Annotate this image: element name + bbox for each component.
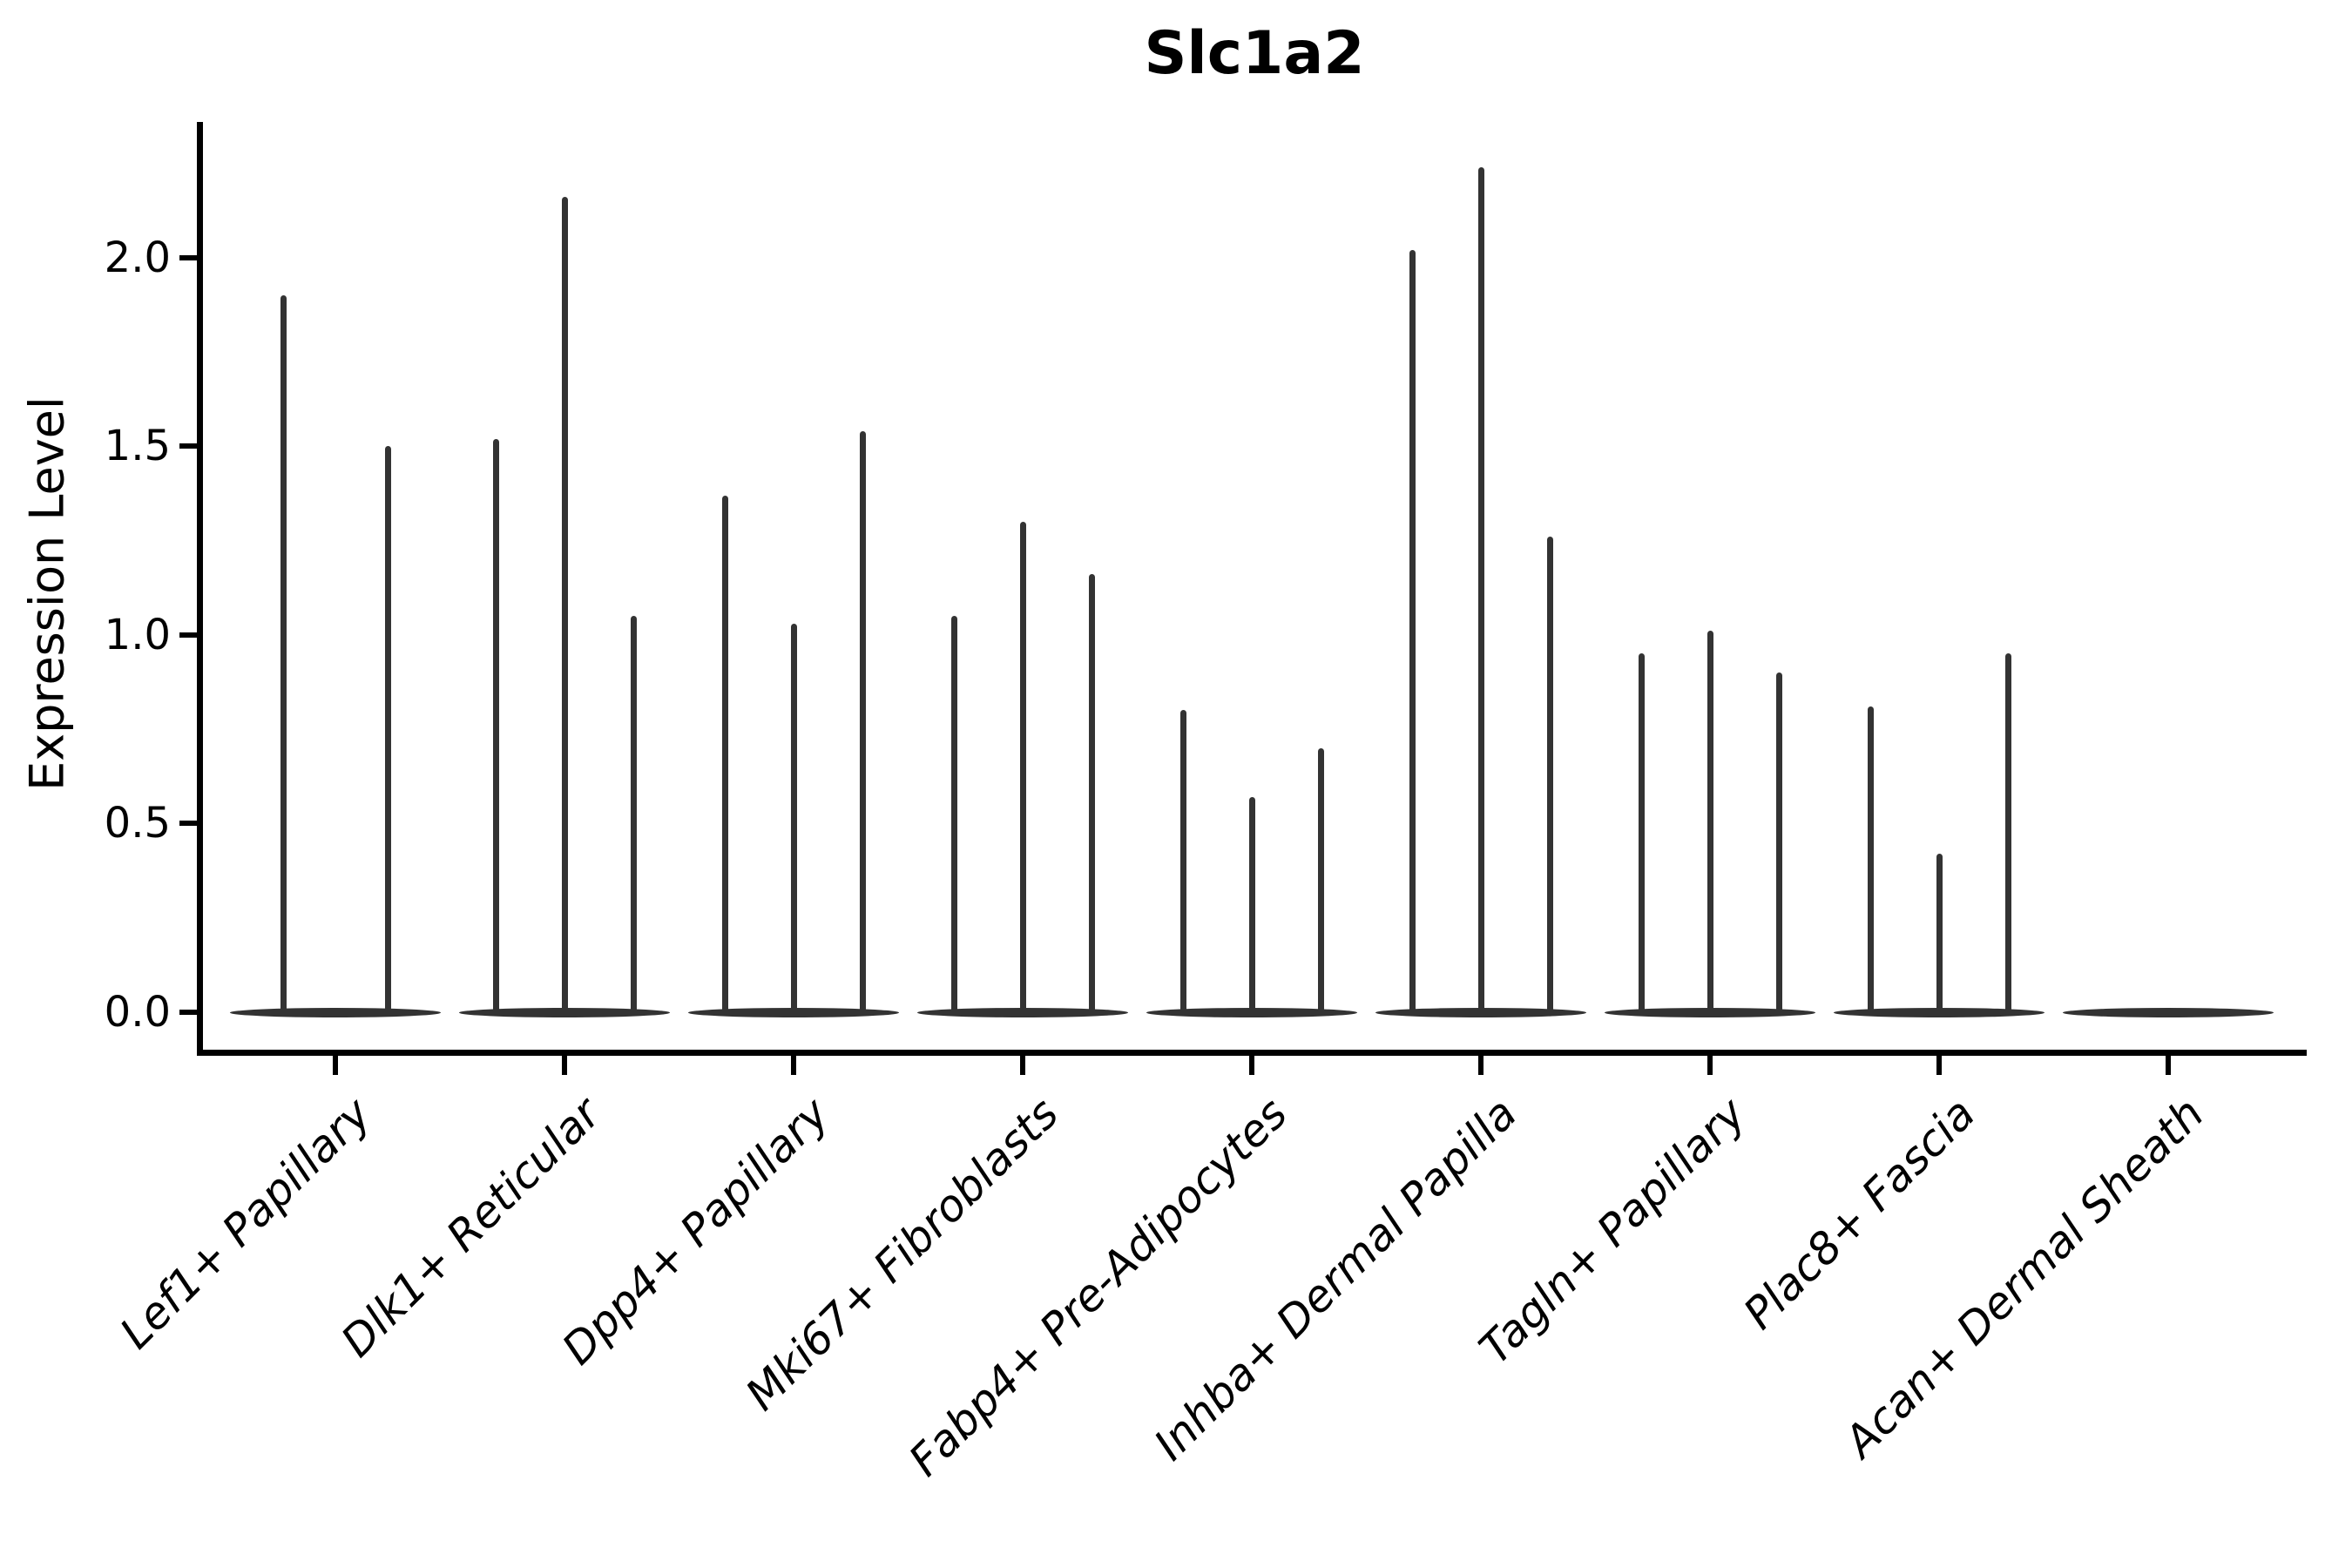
violin-spike bbox=[2005, 653, 2011, 1014]
violin-spike bbox=[1639, 653, 1645, 1014]
y-tick bbox=[179, 632, 197, 638]
x-tick bbox=[2166, 1056, 2171, 1075]
violin-spike bbox=[722, 495, 728, 1014]
violin-spike bbox=[1776, 672, 1782, 1014]
x-tick-label: Plac8+ Fascia bbox=[1734, 1088, 1985, 1340]
y-tick-label: 1.5 bbox=[104, 422, 171, 471]
violin-spike bbox=[385, 446, 391, 1014]
violin-spike bbox=[631, 616, 637, 1014]
violin-spike bbox=[1478, 166, 1484, 1014]
x-tick bbox=[1249, 1056, 1254, 1075]
violin-spike bbox=[860, 430, 866, 1014]
violin-spike bbox=[1020, 521, 1026, 1014]
violin-spike bbox=[1936, 854, 1943, 1014]
violin-spike bbox=[493, 438, 499, 1014]
violin-spike bbox=[1318, 747, 1324, 1014]
x-tick bbox=[1020, 1056, 1025, 1075]
x-tick bbox=[791, 1056, 796, 1075]
violin-spike bbox=[1868, 706, 1874, 1014]
plot-title: Slc1a2 bbox=[1144, 19, 1365, 88]
violin-spike bbox=[1249, 797, 1255, 1014]
violin-baseline bbox=[230, 1008, 441, 1017]
y-axis-spine bbox=[197, 122, 203, 1056]
y-tick-label: 2.0 bbox=[104, 233, 171, 282]
y-tick bbox=[179, 443, 197, 449]
y-tick-label: 1.0 bbox=[104, 610, 171, 659]
x-tick bbox=[1936, 1056, 1942, 1075]
y-tick-label: 0.0 bbox=[104, 988, 171, 1037]
y-tick bbox=[179, 1010, 197, 1015]
x-tick bbox=[1707, 1056, 1713, 1075]
violin-spike bbox=[562, 197, 568, 1014]
y-tick-label: 0.5 bbox=[104, 799, 171, 848]
violin-spike bbox=[280, 294, 287, 1014]
violin-spike bbox=[1180, 710, 1186, 1014]
x-tick-label: Fabp4+ Pre-Adipocytes bbox=[899, 1088, 1298, 1486]
violin-spike bbox=[1089, 574, 1095, 1014]
violin-spike bbox=[791, 623, 797, 1014]
violin-spike bbox=[951, 616, 957, 1014]
y-tick bbox=[179, 821, 197, 827]
violin-spike bbox=[1547, 537, 1553, 1014]
y-tick bbox=[179, 254, 197, 260]
violin-spike bbox=[1409, 249, 1416, 1014]
x-tick-label: Lef1+ Papillary bbox=[110, 1088, 382, 1359]
x-tick bbox=[333, 1056, 338, 1075]
x-axis-spine bbox=[197, 1050, 2307, 1056]
x-tick bbox=[1478, 1056, 1484, 1075]
violin-baseline bbox=[2063, 1008, 2274, 1017]
violin-spike bbox=[1707, 631, 1713, 1014]
x-tick bbox=[562, 1056, 567, 1075]
